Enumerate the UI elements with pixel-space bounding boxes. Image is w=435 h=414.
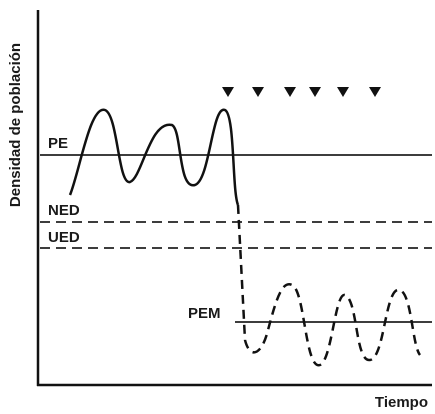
triangle — [252, 87, 264, 97]
triangle — [337, 87, 349, 97]
triangle — [284, 87, 296, 97]
pem-label: PEM — [188, 305, 221, 322]
triangle-markers — [222, 87, 381, 97]
triangle — [369, 87, 381, 97]
population-curve-dashed — [236, 204, 422, 367]
x-axis-label: Tiempo — [375, 394, 428, 411]
population-curve — [68, 108, 240, 206]
ued-label: UED — [48, 229, 80, 246]
ned-label: NED — [48, 202, 80, 219]
triangle — [222, 87, 234, 97]
pe-label: PE — [48, 135, 68, 152]
triangle — [309, 87, 321, 97]
y-axis-label: Densidad de población — [7, 43, 24, 207]
